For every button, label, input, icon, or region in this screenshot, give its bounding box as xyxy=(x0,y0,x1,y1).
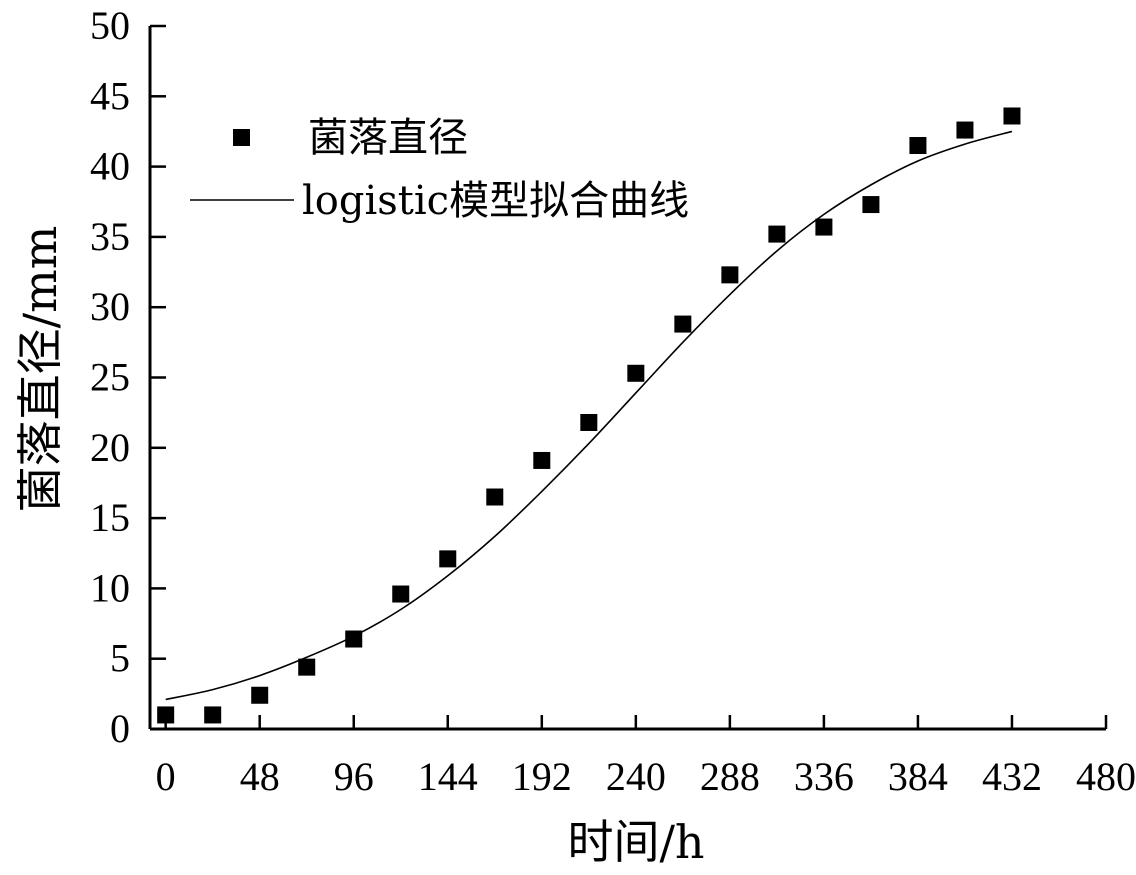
x-tick-label: 144 xyxy=(418,754,478,799)
y-tick-label: 35 xyxy=(90,214,130,259)
legend: 菌落直径 logistic模型拟合曲线 xyxy=(190,115,689,224)
x-tick-label: 288 xyxy=(700,754,760,799)
data-point-square xyxy=(721,266,739,284)
legend-label-line: logistic模型拟合曲线 xyxy=(302,178,689,224)
y-tick-label: 15 xyxy=(90,495,130,540)
y-tick-label: 45 xyxy=(90,73,130,118)
data-point-square xyxy=(204,706,222,724)
y-tick-label: 25 xyxy=(90,355,130,400)
data-point-square xyxy=(1003,107,1021,125)
data-point-square xyxy=(956,121,974,139)
data-point-square xyxy=(909,137,927,155)
legend-label-scatter: 菌落直径 xyxy=(308,115,468,161)
y-tick-label: 40 xyxy=(90,144,130,189)
data-point-square xyxy=(298,658,316,676)
x-tick-label: 0 xyxy=(156,754,176,799)
y-tick-label: 10 xyxy=(90,565,130,610)
data-point-square xyxy=(815,218,833,236)
x-tick-label: 192 xyxy=(512,754,572,799)
x-tick-label: 384 xyxy=(888,754,948,799)
data-point-square xyxy=(862,196,880,214)
data-point-square xyxy=(345,630,363,648)
data-point-square xyxy=(157,706,175,724)
data-point-square xyxy=(486,488,504,506)
data-point-square xyxy=(627,364,645,382)
x-tick-label: 432 xyxy=(982,754,1042,799)
legend-marker-square xyxy=(233,129,250,146)
y-axis-title: 菌落直径/mm xyxy=(13,226,67,513)
y-tick-label: 20 xyxy=(90,425,130,470)
data-point-square xyxy=(251,686,269,704)
data-point-square xyxy=(533,451,551,469)
plot-area xyxy=(157,107,1021,724)
x-tick-label: 240 xyxy=(606,754,666,799)
x-tick-label: 336 xyxy=(794,754,854,799)
y-tick-label: 5 xyxy=(110,636,130,681)
x-tick-label: 48 xyxy=(240,754,280,799)
x-tick-label: 480 xyxy=(1076,754,1136,799)
data-point-square xyxy=(768,225,786,243)
x-axis-ticks: 0 48 96 144 192 240 288 336 384 432 480 xyxy=(156,715,1136,799)
x-axis-title: 时间/h xyxy=(567,815,704,869)
fit-curve-line xyxy=(165,130,1013,701)
data-point-square xyxy=(580,413,598,431)
y-tick-label: 0 xyxy=(110,706,130,751)
y-tick-label: 30 xyxy=(90,284,130,329)
data-point-square xyxy=(674,315,692,333)
x-tick-label: 96 xyxy=(334,754,374,799)
data-point-square xyxy=(439,550,457,568)
data-point-square xyxy=(392,585,410,603)
y-tick-label: 50 xyxy=(90,3,130,48)
y-axis-ticks: 0 5 10 15 20 25 30 35 40 45 50 xyxy=(90,3,166,751)
